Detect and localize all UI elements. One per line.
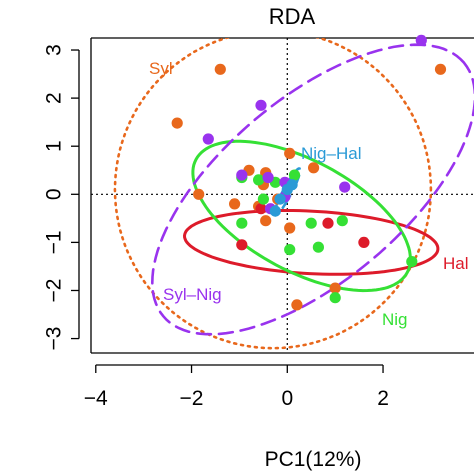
point-nig [288,169,301,181]
point-syl [171,117,183,129]
y-tick-label: −2 [43,279,66,303]
group-ellipses [113,38,474,350]
point-syl-nig [202,133,214,145]
point-nig-hal [274,193,286,205]
point-syl [291,299,303,311]
point-nig [284,244,296,256]
point-syl-nig [255,99,267,111]
group-label-hal: Hal [443,254,469,273]
point-nig [305,217,317,229]
point-nig [236,217,248,229]
point-syl [193,188,205,200]
point-syl-nig [415,34,427,47]
y-tick-label: −3 [43,327,66,351]
y-tick-label: 2 [43,92,66,104]
plot-area [90,37,474,354]
x-axis: −4 −2 0 2 [84,364,389,410]
x-axis-label: PC1(12%) [265,448,362,471]
point-syl [260,215,272,227]
chart-title: RDA [269,4,316,29]
x-tick-label: 0 [281,387,293,410]
group-label-nig: Nig [382,310,408,329]
point-nig [329,292,341,304]
point-syl-nig [236,169,248,181]
y-tick-label: −1 [43,230,66,254]
data-points [171,34,447,311]
point-nig [253,174,265,186]
group-labels: Syl Hal Nig Syl–Nig Nig–Hal [149,59,469,329]
y-axis: −3 −2 −1 0 1 2 3 [43,44,80,351]
y-tick-label: 0 [43,188,66,200]
point-nig-hal [269,205,281,217]
x-tick-label: 2 [377,387,389,410]
point-syl [284,147,296,159]
group-label-nig-hal: Nig–Hal [301,144,361,163]
ellipse-hal [182,209,440,276]
point-syl [229,198,241,210]
ellipse-syl [113,38,433,350]
x-tick-label: −4 [84,387,108,410]
point-nig [257,193,269,205]
y-tick-label: 3 [43,44,66,56]
point-nig-hal [286,179,298,191]
point-syl [284,222,296,234]
point-nig [406,256,418,268]
group-label-syl: Syl [149,59,173,78]
point-syl [329,282,341,294]
point-syl-nig [339,181,351,193]
point-syl-nig [262,171,274,184]
point-syl [434,63,447,75]
y-tick-label: 1 [43,140,66,152]
x-tick-label: −2 [180,387,204,410]
ellipse-syl-nig [150,43,474,336]
point-nig [312,241,324,253]
point-hal [322,217,334,229]
group-label-syl-nig: Syl–Nig [163,285,222,304]
point-hal [236,239,248,251]
point-hal [358,236,370,248]
point-syl [214,63,226,75]
point-syl [308,162,320,174]
point-hal [255,203,267,215]
point-nig [336,215,348,227]
